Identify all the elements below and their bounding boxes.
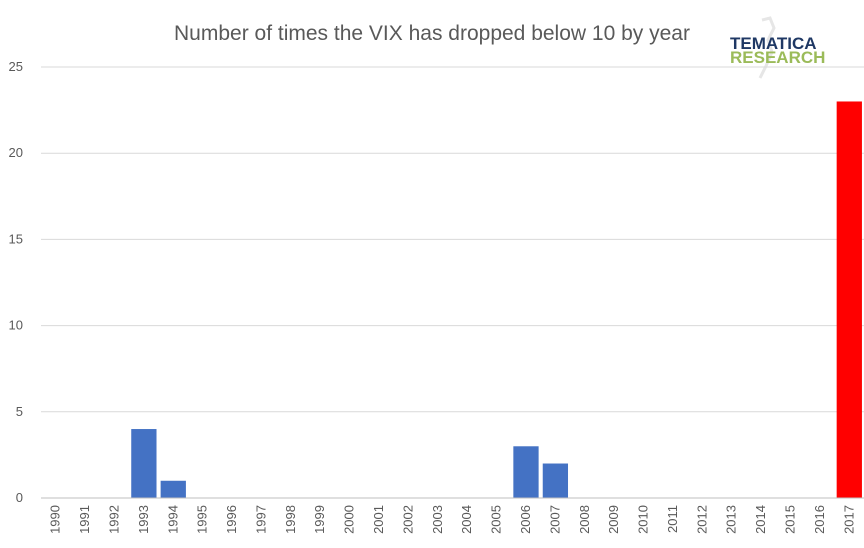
- x-tick-label-2016: 2016: [812, 505, 827, 534]
- x-tick-label-1998: 1998: [283, 505, 298, 534]
- x-axis-ticks: 1990 1991 1992 1993 1994 1995 1996 1997 1998 1999…: [48, 505, 857, 534]
- x-tick-label-2015: 2015: [783, 505, 798, 534]
- x-tick-label-2000: 2000: [342, 505, 357, 534]
- x-tick-label-2003: 2003: [430, 505, 445, 534]
- x-tick-label-2005: 2005: [489, 505, 504, 534]
- x-tick-label-2014: 2014: [753, 505, 768, 534]
- logo-text-tematica: TEMATICA: [730, 34, 817, 53]
- x-tick-label-2011: 2011: [665, 505, 680, 533]
- bar-2017: [836, 101, 862, 498]
- y-tick-label-0: 0: [16, 490, 23, 505]
- x-tick-label-1992: 1992: [106, 505, 121, 534]
- bars: [131, 101, 862, 498]
- x-tick-label-2008: 2008: [577, 505, 592, 534]
- gridlines: [41, 66, 864, 413]
- bar-2006: [513, 446, 539, 498]
- bar-2007: [542, 463, 569, 498]
- x-tick-label-2017: 2017: [841, 505, 856, 534]
- x-tick-label-2007: 2007: [547, 505, 562, 534]
- x-tick-label-1994: 1994: [165, 505, 180, 534]
- x-tick-label-1993: 1993: [136, 505, 151, 534]
- x-tick-label-1997: 1997: [253, 505, 268, 534]
- tematica-logo: TEMATICA RESEARCH: [730, 16, 825, 79]
- x-tick-label-2002: 2002: [400, 505, 415, 534]
- bar-1994: [160, 480, 186, 498]
- x-tick-label-2010: 2010: [636, 505, 651, 534]
- x-tick-label-2004: 2004: [459, 505, 474, 534]
- x-tick-label-2013: 2013: [724, 505, 739, 534]
- x-tick-label-1999: 1999: [312, 505, 327, 534]
- bar-1993: [131, 429, 157, 498]
- y-tick-label-10: 10: [9, 318, 23, 333]
- logo-text-research: RESEARCH: [730, 48, 825, 67]
- y-tick-label-5: 5: [16, 404, 23, 419]
- logo-figure-icon: [758, 16, 776, 79]
- y-axis-ticks: 0 5 10 15 20 25: [9, 59, 23, 505]
- x-tick-label-2001: 2001: [371, 505, 386, 534]
- x-tick-label-2009: 2009: [606, 505, 621, 534]
- x-tick-label-1990: 1990: [48, 505, 63, 534]
- x-tick-label-1995: 1995: [195, 505, 210, 534]
- chart-title: Number of times the VIX has dropped belo…: [174, 22, 690, 45]
- x-tick-label-2006: 2006: [518, 505, 533, 534]
- x-tick-label-1991: 1991: [77, 505, 92, 534]
- x-tick-label-1996: 1996: [224, 505, 239, 534]
- x-tick-label-2012: 2012: [694, 505, 709, 534]
- y-tick-label-25: 25: [9, 59, 23, 74]
- y-tick-label-20: 20: [9, 145, 23, 160]
- y-tick-label-15: 15: [9, 231, 23, 246]
